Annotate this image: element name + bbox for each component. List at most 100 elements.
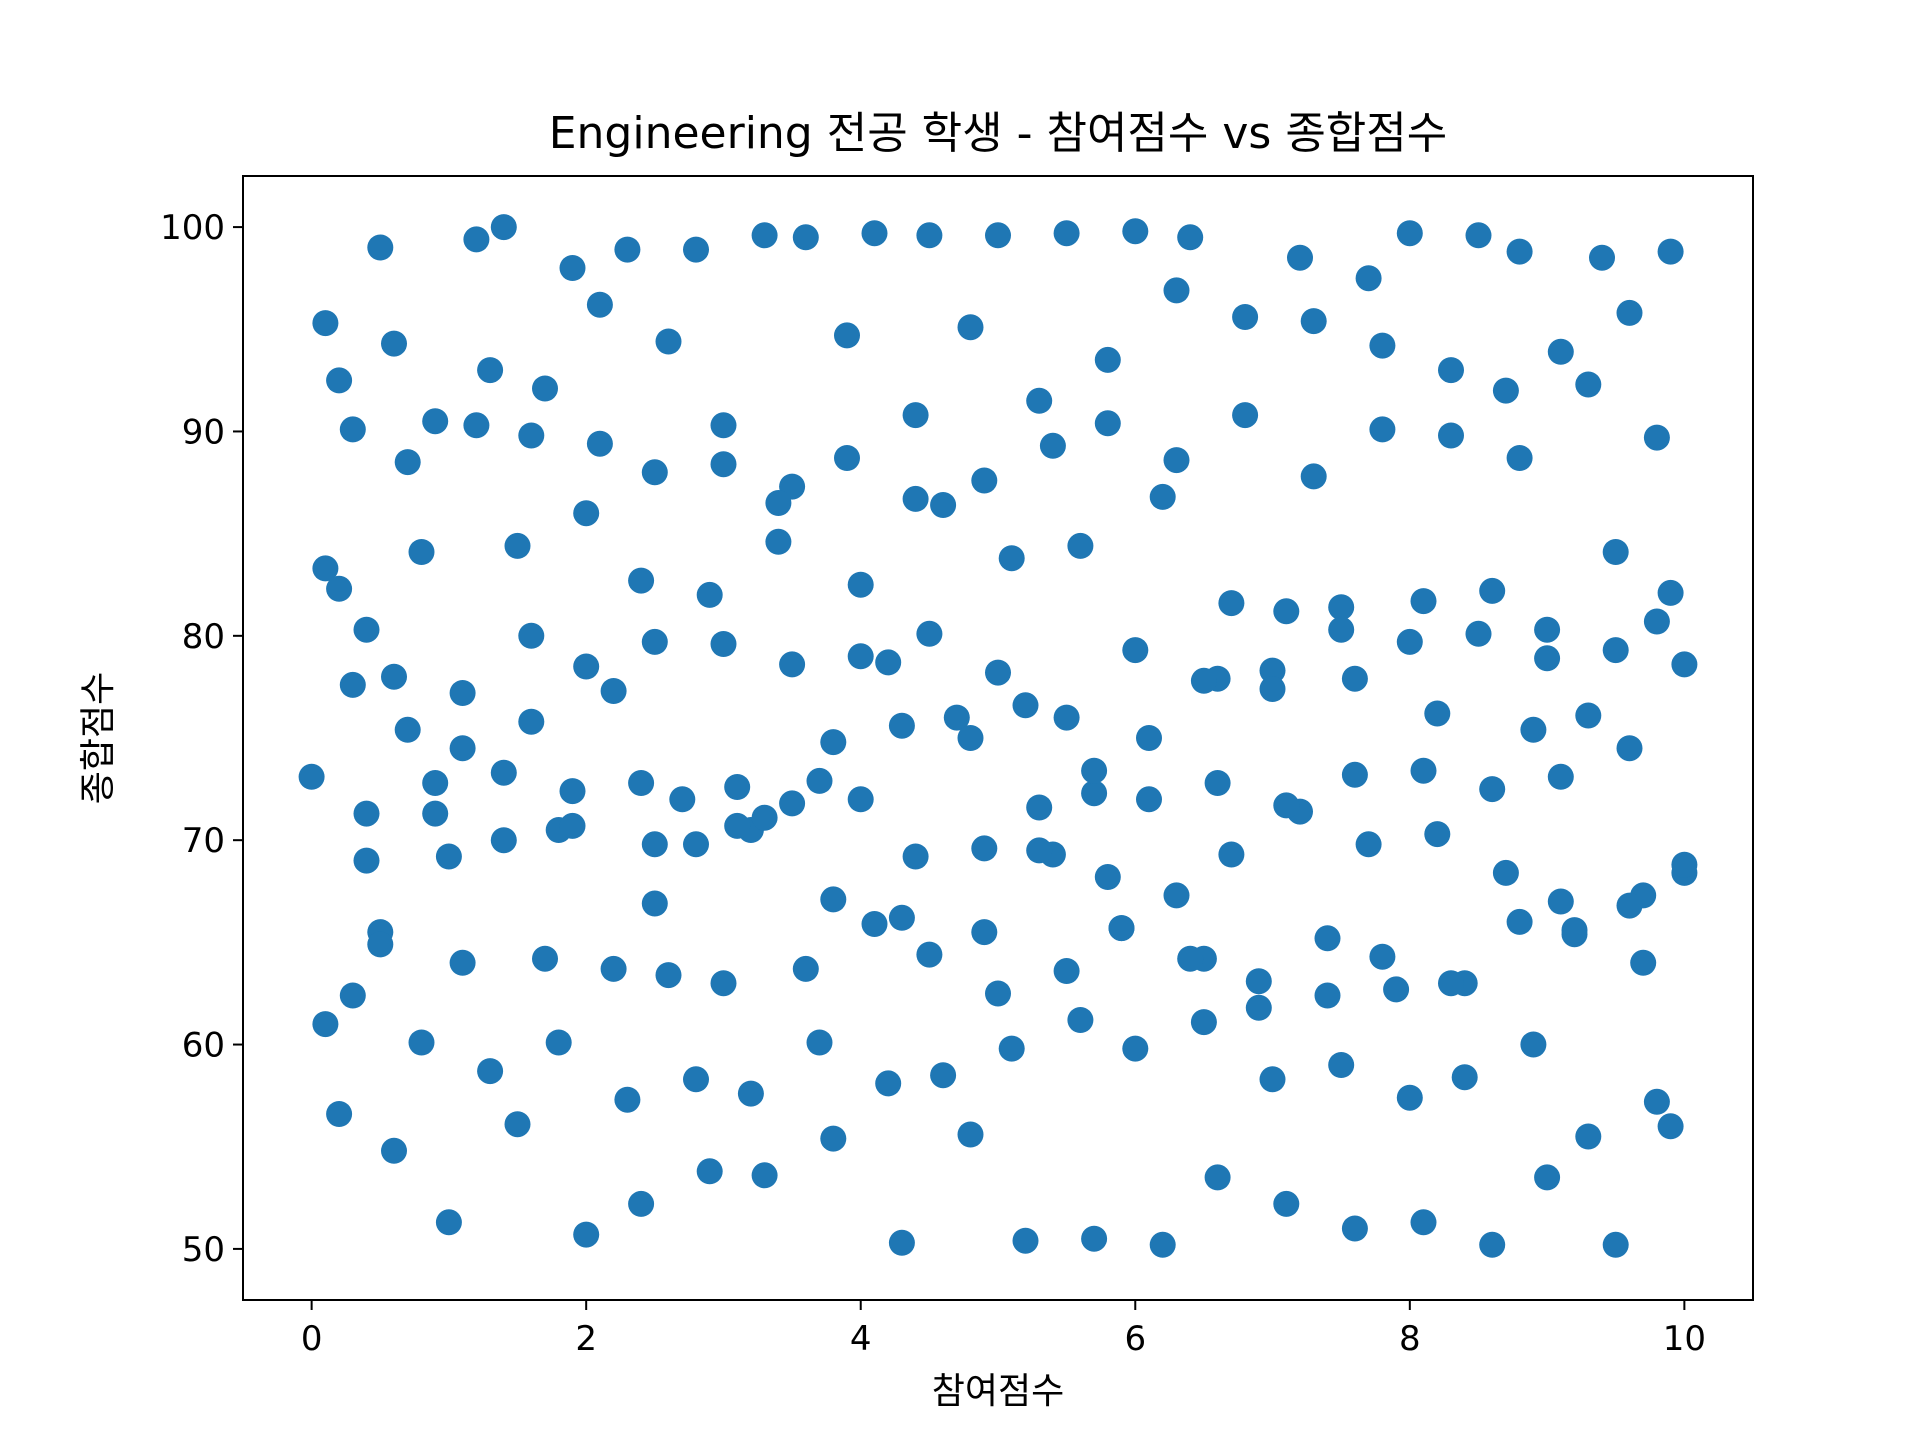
data-point — [490, 827, 517, 854]
data-point — [1273, 598, 1300, 625]
data-point — [1438, 357, 1464, 384]
data-point — [765, 490, 792, 516]
data-point — [641, 890, 668, 917]
data-point — [381, 663, 407, 690]
data-point — [1396, 1084, 1423, 1111]
data-point — [1053, 958, 1080, 984]
data-point — [1520, 716, 1547, 743]
data-point — [971, 467, 998, 494]
data-point — [985, 980, 1011, 1007]
data-point — [902, 843, 929, 870]
data-point — [1232, 304, 1259, 330]
data-point — [820, 729, 847, 756]
data-point — [628, 567, 655, 594]
data-point — [1163, 277, 1190, 304]
data-point — [1657, 1113, 1684, 1140]
data-point — [518, 708, 545, 735]
y-tick-label: 100 — [160, 208, 225, 248]
data-point — [1547, 888, 1574, 915]
data-point — [888, 1229, 915, 1256]
data-point — [710, 970, 737, 997]
data-point — [751, 222, 778, 249]
data-point — [861, 911, 888, 937]
data-point — [1438, 422, 1464, 449]
data-point — [737, 1080, 764, 1107]
x-tick-label: 0 — [301, 1319, 323, 1359]
data-point — [1547, 338, 1574, 365]
data-point — [1273, 1190, 1300, 1217]
data-point — [998, 545, 1025, 572]
data-point — [1026, 837, 1053, 864]
data-point — [545, 1029, 572, 1056]
x-tick-label: 10 — [1663, 1319, 1706, 1359]
data-point — [765, 528, 792, 555]
data-point — [1314, 982, 1341, 1009]
x-axis-ticks: 0 2 4 6 8 10 — [301, 1300, 1706, 1359]
data-point — [614, 1086, 641, 1113]
data-point — [916, 222, 943, 249]
data-point — [312, 555, 339, 582]
y-axis-ticks: 50 60 70 80 90 100 — [160, 208, 243, 1270]
data-point — [655, 962, 682, 989]
data-point — [586, 430, 613, 457]
data-point — [326, 1101, 353, 1127]
data-point — [683, 831, 709, 858]
data-point — [1396, 220, 1423, 247]
data-point — [1479, 776, 1506, 803]
y-axis-label: 종합점수 — [78, 672, 119, 804]
data-point — [916, 620, 943, 647]
data-point — [477, 357, 504, 384]
data-point — [339, 671, 366, 698]
data-point — [600, 678, 627, 704]
data-point — [367, 931, 394, 958]
data-point — [1314, 925, 1341, 952]
data-point — [1383, 976, 1410, 1003]
data-point — [1575, 371, 1602, 398]
data-point — [1479, 1231, 1506, 1258]
data-point — [463, 226, 490, 253]
data-point — [985, 659, 1011, 686]
data-point — [683, 236, 709, 263]
data-point — [710, 631, 737, 657]
data-point — [1561, 917, 1588, 944]
data-point — [1534, 1164, 1561, 1191]
data-point — [1355, 265, 1382, 292]
data-point — [1245, 968, 1272, 995]
data-point — [696, 581, 723, 608]
data-point — [573, 653, 600, 680]
data-point — [573, 500, 600, 527]
data-point — [298, 763, 325, 790]
data-point — [641, 831, 668, 858]
data-point — [1341, 761, 1368, 788]
data-point — [971, 835, 998, 862]
data-point — [971, 919, 998, 946]
data-point — [1410, 1209, 1437, 1236]
data-point — [394, 449, 421, 476]
data-point — [1300, 463, 1327, 490]
data-point — [1643, 608, 1670, 635]
data-point — [1575, 702, 1602, 729]
chart-title: Engineering 전공 학생 - 참여점수 vs 종합점수 — [549, 108, 1448, 159]
data-point — [1094, 410, 1121, 437]
data-point — [1506, 908, 1533, 935]
data-point — [1081, 757, 1108, 784]
data-point — [1204, 770, 1231, 796]
data-point — [847, 786, 874, 813]
data-point — [1424, 700, 1451, 727]
data-point — [1163, 882, 1190, 909]
data-point — [1026, 794, 1053, 821]
data-point — [353, 800, 380, 827]
data-point — [1396, 628, 1423, 655]
data-point — [1204, 1164, 1231, 1191]
data-point — [806, 1029, 833, 1056]
data-point — [957, 725, 984, 751]
data-point — [353, 847, 380, 874]
data-point — [1136, 725, 1162, 751]
data-point — [888, 904, 915, 931]
data-point — [1081, 780, 1108, 807]
data-point — [1094, 346, 1121, 373]
data-point — [504, 532, 531, 559]
data-point — [641, 459, 668, 486]
data-point — [1643, 1088, 1670, 1115]
data-point — [1341, 1215, 1368, 1242]
